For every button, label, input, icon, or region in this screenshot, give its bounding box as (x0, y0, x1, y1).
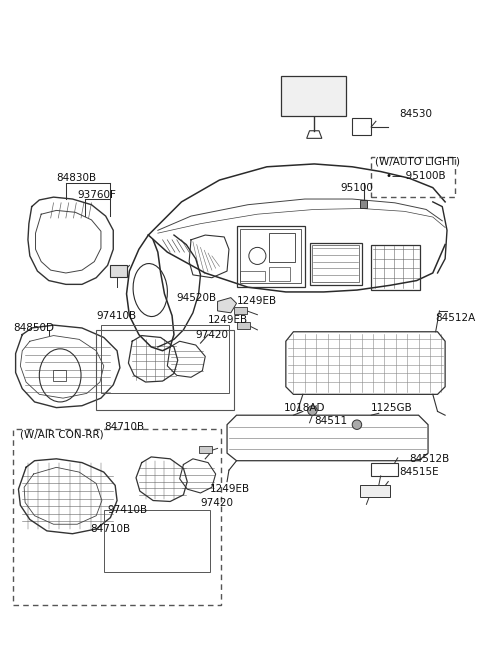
Bar (237, 322, 250, 329)
Text: 84515E: 84515E (400, 467, 439, 477)
Text: 1249EB: 1249EB (210, 484, 250, 494)
Text: 84850D: 84850D (13, 323, 54, 333)
Bar (281, 76, 346, 115)
Text: 93760F: 93760F (77, 190, 116, 200)
Text: 1249EB: 1249EB (208, 316, 248, 326)
Bar (96, 330, 234, 411)
Bar (371, 462, 398, 476)
Bar (360, 485, 390, 496)
Ellipse shape (352, 420, 362, 430)
Text: (W/AIR CON-RR): (W/AIR CON-RR) (20, 429, 104, 439)
Bar (104, 510, 210, 572)
Text: •— 95100B: •— 95100B (386, 171, 446, 181)
Text: 84512A: 84512A (436, 314, 476, 324)
Text: 97410B: 97410B (108, 505, 148, 515)
Text: 1249EB: 1249EB (237, 297, 276, 307)
Bar (13, 430, 221, 605)
Bar (312, 246, 359, 282)
Text: 84710B: 84710B (105, 422, 144, 432)
Bar (240, 271, 265, 280)
Bar (110, 265, 128, 277)
Ellipse shape (308, 405, 317, 415)
Text: (W/AUTO LIGHT): (W/AUTO LIGHT) (375, 156, 460, 166)
Text: 84710B: 84710B (90, 524, 131, 534)
Bar (53, 369, 66, 381)
Bar (269, 233, 295, 261)
Text: 84830B: 84830B (56, 173, 96, 183)
Bar (310, 242, 362, 286)
Bar (360, 200, 367, 208)
Text: 1125GB: 1125GB (371, 403, 413, 413)
Text: 97420: 97420 (196, 329, 229, 339)
Bar (101, 325, 229, 394)
Text: 84511: 84511 (314, 416, 348, 426)
Bar (371, 157, 455, 197)
Text: 1018AD: 1018AD (284, 403, 325, 413)
Text: 84512B: 84512B (409, 454, 449, 464)
Text: 94520B: 94520B (177, 293, 217, 303)
Polygon shape (217, 297, 237, 313)
Text: 97410B: 97410B (96, 310, 136, 321)
Bar (352, 119, 371, 136)
Bar (234, 307, 247, 314)
Bar (199, 447, 212, 453)
Text: 84530: 84530 (400, 109, 432, 119)
Text: 97420: 97420 (201, 498, 233, 508)
Bar (371, 244, 420, 290)
Bar (237, 225, 305, 287)
Text: 95100: 95100 (341, 183, 374, 193)
Bar (240, 229, 301, 284)
Bar (269, 267, 289, 280)
